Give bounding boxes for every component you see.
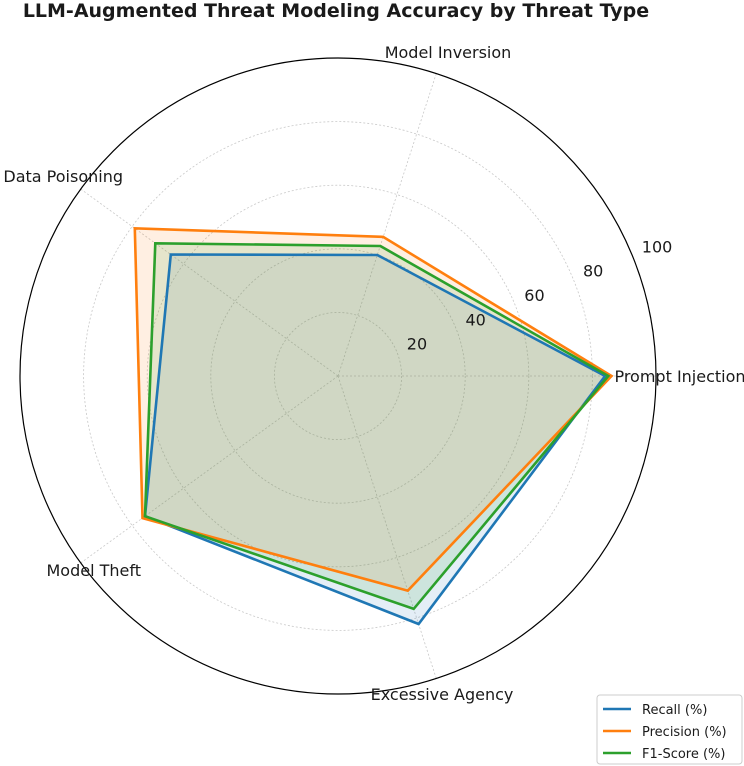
radial-tick-label: 40 xyxy=(466,310,486,329)
legend: Recall (%) Precision (%) F1-Score (%) xyxy=(596,694,743,765)
series-line-recall xyxy=(143,253,608,626)
radial-tick-label: 80 xyxy=(583,262,603,281)
series-line-f1-score xyxy=(143,241,611,611)
series-fill-recall xyxy=(145,254,606,624)
spoke-model-inversion xyxy=(337,73,437,377)
legend-label-f1-score: F1-Score (%) xyxy=(642,747,725,762)
chart-title: LLM-Augmented Threat Modeling Accuracy b… xyxy=(23,0,649,22)
radial-grid-circle-60 xyxy=(146,184,530,568)
radial-tick-label: 60 xyxy=(524,286,544,305)
radial-grid-circle-20 xyxy=(273,311,402,440)
series-line-precision xyxy=(133,226,614,593)
category-label-excessive-agency: Excessive Agency xyxy=(371,685,514,704)
radial-tick-label: 20 xyxy=(407,335,427,354)
category-label-model-theft: Model Theft xyxy=(46,561,141,580)
category-label-model-inversion: Model Inversion xyxy=(385,43,512,62)
radial-tick-label: 100 xyxy=(642,237,673,256)
outer-frame-circle xyxy=(19,57,657,695)
radial-grid-circle-80 xyxy=(83,121,593,631)
legend-box xyxy=(596,694,743,765)
category-label-prompt-injection: Prompt Injection xyxy=(614,367,744,386)
spoke-excessive-agency xyxy=(337,375,437,679)
legend-label-precision: Precision (%) xyxy=(642,725,727,740)
series-fill-f1-score xyxy=(145,243,609,609)
category-label-data-poisoning: Data Poisoning xyxy=(3,167,123,186)
spoke-model-theft xyxy=(80,375,339,564)
radial-grid-circle-40 xyxy=(210,248,466,504)
legend-label-recall: Recall (%) xyxy=(642,703,707,718)
spoke-data-poisoning xyxy=(80,188,339,377)
